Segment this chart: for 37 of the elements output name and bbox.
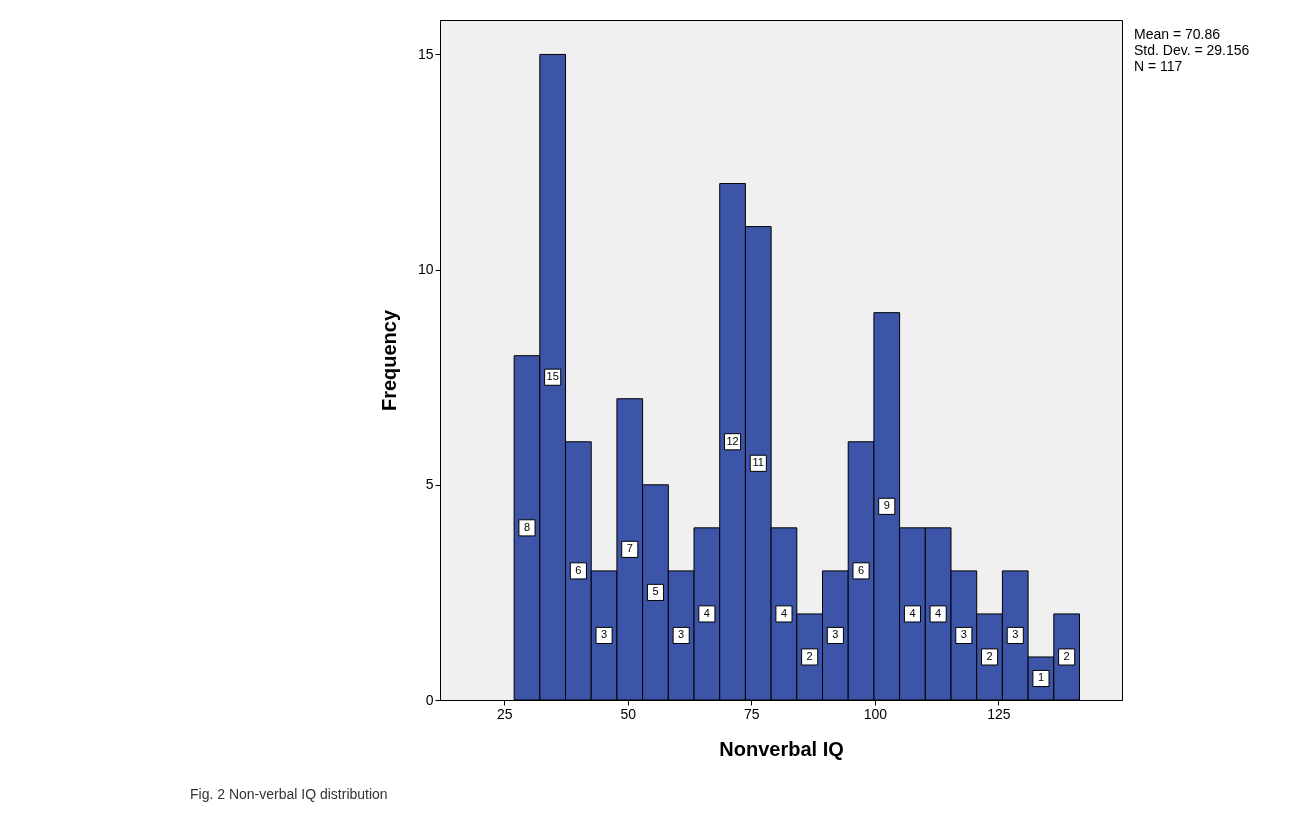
text: N = 117 [1134,58,1183,74]
x-tick-label: 75 [744,705,760,722]
x-tick-label: 50 [620,705,637,722]
data-label: 6 [858,563,865,576]
data-label: 9 [883,499,890,512]
data-label: 4 [909,606,916,619]
caption: Fig. 2 Non-verbal IQ distribution [190,786,388,802]
y-tick-label: 15 [417,45,434,62]
data-label: 4 [780,606,788,619]
data-label: 1 [1037,671,1045,684]
data-label: 11 [752,456,764,469]
data-label: 2 [986,649,993,662]
data-label: 4 [935,606,942,619]
data-label: 2 [1063,649,1070,662]
data-label: 3 [832,628,839,641]
y-tick-label: 5 [425,476,434,493]
x-tick-label: 100 [863,705,888,722]
data-label: 3 [960,628,967,641]
y-tick-label: 0 [425,691,434,708]
x-axis-title: Nonverbal IQ [719,737,844,760]
data-label: 3 [678,628,685,641]
text: Mean = 70.86 [1134,26,1221,42]
y-tick-label: 10 [417,261,434,278]
data-label: 12 [726,434,739,447]
data-label: 5 [652,585,659,598]
y-axis-title: Frequency [377,309,400,412]
text: Std. Dev. = 29.156 [1134,42,1250,58]
data-label: 2 [806,649,813,662]
x-tick-label: 125 [987,705,1011,722]
data-label: 4 [703,606,710,619]
x-tick-label: 25 [496,705,513,722]
data-label: 6 [575,563,582,576]
data-label: 8 [523,520,531,533]
data-label: 3 [1012,628,1019,641]
data-label: 7 [626,542,633,555]
data-label: 15 [546,370,559,383]
data-label: 3 [601,628,608,641]
